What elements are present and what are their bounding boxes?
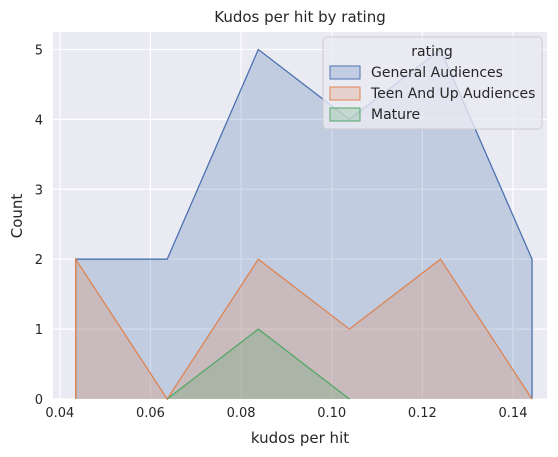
legend: rating General Audiences Teen And Up Audi… xyxy=(322,36,543,130)
line-mature xyxy=(166,328,350,400)
area-general-audiences xyxy=(75,49,533,399)
y-tick-label: 4 xyxy=(35,113,43,128)
x-tick-label: 0.10 xyxy=(317,406,346,421)
legend-title: rating xyxy=(411,44,452,60)
series-areas xyxy=(75,48,533,401)
y-tick-label: 2 xyxy=(35,253,43,268)
x-tick-labels: 0.04 0.06 0.08 0.10 0.12 0.14 xyxy=(45,406,527,421)
chart-title: Kudos per hit by rating xyxy=(214,8,386,26)
x-tick-label: 0.14 xyxy=(499,406,528,421)
legend-swatch-teen-and-up-audiences xyxy=(329,86,361,101)
y-tick-label: 0 xyxy=(35,393,43,408)
y-axis-label: Count xyxy=(8,194,26,239)
legend-swatch-general-audiences xyxy=(329,65,361,80)
y-tick-label: 5 xyxy=(35,43,43,58)
legend-label-teen-and-up-audiences: Teen And Up Audiences xyxy=(370,86,535,102)
y-tick-label: 1 xyxy=(35,323,43,338)
area-teen-and-up-audiences xyxy=(75,259,533,399)
legend-label-general-audiences: General Audiences xyxy=(371,65,503,81)
legend-items: General Audiences Teen And Up Audiences Ma… xyxy=(329,65,535,123)
y-tick-label: 3 xyxy=(35,183,43,198)
legend-label-mature: Mature xyxy=(371,107,420,123)
x-tick-label: 0.12 xyxy=(408,406,437,421)
legend-box xyxy=(322,36,543,130)
line-general-audiences xyxy=(75,48,533,399)
line-teen-and-up-audiences xyxy=(75,257,533,401)
x-tick-label: 0.04 xyxy=(45,406,74,421)
x-tick-label: 0.06 xyxy=(136,406,165,421)
x-tick-label: 0.08 xyxy=(227,406,256,421)
area-mature xyxy=(167,329,350,399)
y-tick-labels: 0 1 2 3 4 5 xyxy=(35,43,43,408)
x-axis-label: kudos per hit xyxy=(251,429,349,447)
legend-swatch-mature xyxy=(329,107,361,122)
